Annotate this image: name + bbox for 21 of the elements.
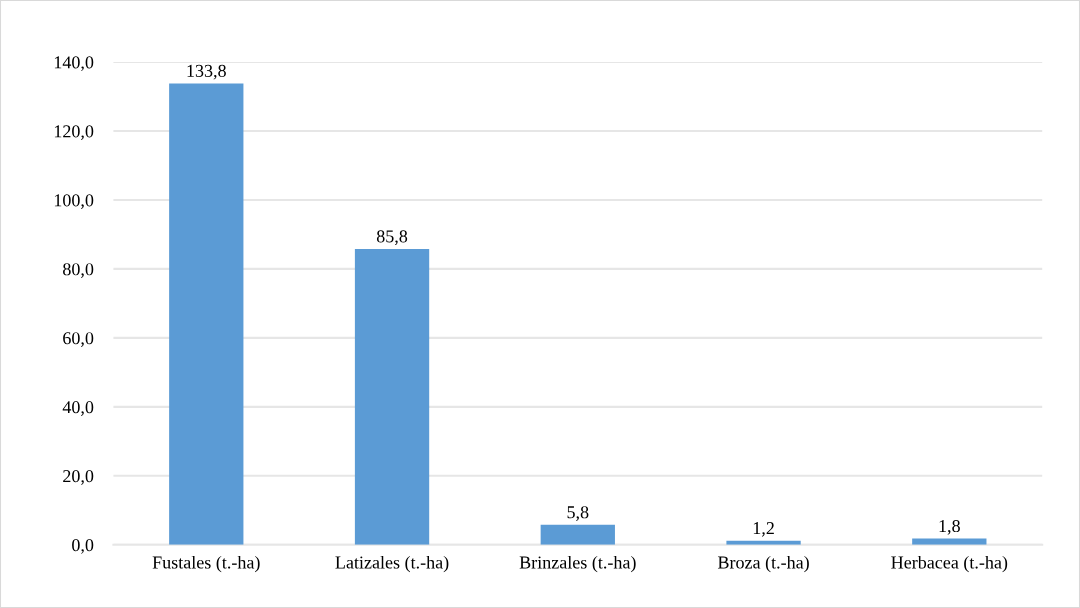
data-label: 85,8 (376, 230, 408, 246)
x-tick-label: Brinzales (t.-ha) (519, 555, 636, 573)
x-tick-label: Latizales (t.-ha) (335, 555, 449, 573)
y-tick-label: 80,0 (63, 263, 94, 278)
bar (169, 83, 244, 545)
data-label: 1,2 (753, 522, 774, 537)
data-label: 1,8 (939, 519, 960, 535)
x-tick-label: Broza (t.-ha) (717, 555, 809, 573)
y-tick-label: 120,0 (54, 125, 94, 141)
y-tick-label: 40,0 (62, 401, 94, 416)
x-tick-label: Herbacea (t.-ha) (891, 555, 1008, 573)
y-tick-label: 0,0 (72, 539, 94, 554)
data-label: 5,8 (567, 506, 589, 521)
y-tick-label: 60,0 (63, 332, 94, 347)
bar (540, 524, 615, 545)
y-tick-label: 100,0 (54, 194, 94, 209)
data-label: 133,8 (187, 64, 226, 80)
bar (354, 248, 430, 545)
y-tick-label: 20,0 (63, 470, 94, 485)
y-tick-label: 140,0 (54, 56, 94, 72)
x-tick-label: Fustales (t.-ha) (152, 555, 260, 573)
